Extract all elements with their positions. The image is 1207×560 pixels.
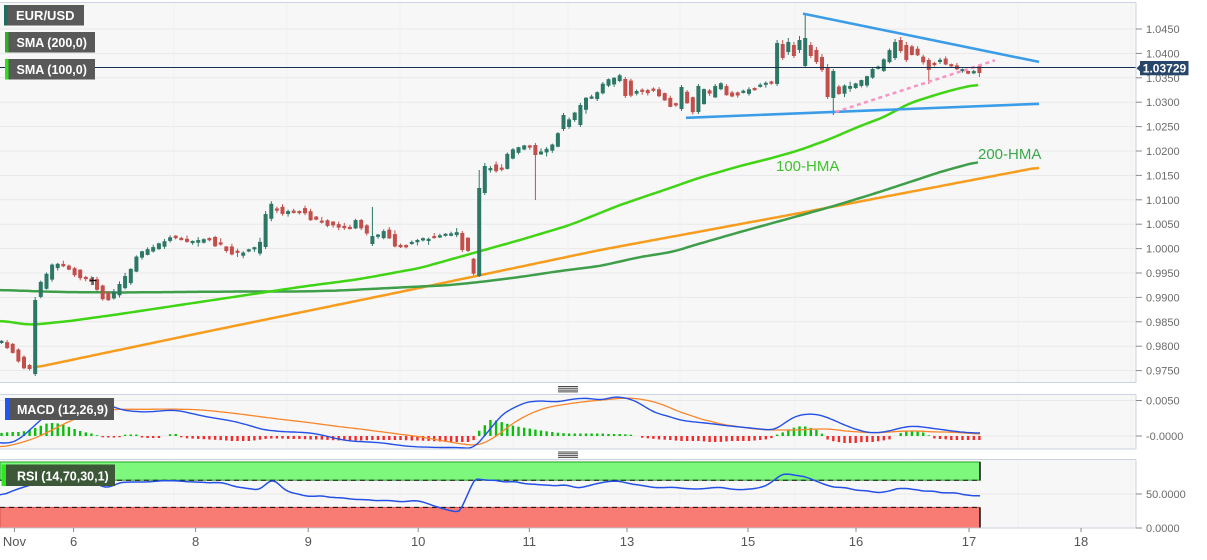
svg-text:10: 10 xyxy=(411,534,425,549)
svg-text:15: 15 xyxy=(741,534,755,549)
svg-text:17: 17 xyxy=(962,534,976,549)
svg-text:1.03729: 1.03729 xyxy=(1143,62,1187,76)
svg-text:RSI (14,70,30,1): RSI (14,70,30,1) xyxy=(17,470,109,484)
svg-text:1.0000: 1.0000 xyxy=(1146,244,1180,256)
svg-text:50.0000: 50.0000 xyxy=(1146,489,1186,501)
svg-text:0.9900: 0.9900 xyxy=(1146,292,1180,304)
svg-text:-0.0000: -0.0000 xyxy=(1146,431,1183,443)
svg-text:6: 6 xyxy=(70,534,77,549)
svg-text:1.0250: 1.0250 xyxy=(1146,122,1180,134)
svg-text:1.0450: 1.0450 xyxy=(1146,24,1180,36)
svg-text:1.0350: 1.0350 xyxy=(1146,73,1180,85)
svg-text:0.9950: 0.9950 xyxy=(1146,268,1180,280)
svg-text:SMA (100,0): SMA (100,0) xyxy=(17,63,87,77)
svg-text:8: 8 xyxy=(192,534,199,549)
svg-text:Nov: Nov xyxy=(3,534,27,549)
svg-text:1.0150: 1.0150 xyxy=(1146,170,1180,182)
svg-text:1.0200: 1.0200 xyxy=(1146,146,1180,158)
svg-text:9: 9 xyxy=(305,534,312,549)
svg-text:1.0050: 1.0050 xyxy=(1146,219,1180,231)
svg-text:13: 13 xyxy=(620,534,634,549)
svg-text:1.0300: 1.0300 xyxy=(1146,97,1180,109)
svg-text:SMA (200,0): SMA (200,0) xyxy=(17,36,87,50)
svg-text:MACD (12,26,9): MACD (12,26,9) xyxy=(17,403,108,417)
svg-text:11: 11 xyxy=(523,534,537,549)
svg-text:0.0050: 0.0050 xyxy=(1146,396,1180,408)
svg-text:0.0000: 0.0000 xyxy=(1146,523,1180,535)
svg-text:0.9800: 0.9800 xyxy=(1146,341,1180,353)
svg-text:200-HMA: 200-HMA xyxy=(978,146,1041,163)
svg-text:1.0400: 1.0400 xyxy=(1146,48,1180,60)
svg-text:0.9750: 0.9750 xyxy=(1146,366,1180,378)
svg-text:EUR/USD: EUR/USD xyxy=(16,8,75,23)
svg-text:16: 16 xyxy=(849,534,863,549)
svg-text:100-HMA: 100-HMA xyxy=(776,158,839,175)
svg-text:18: 18 xyxy=(1074,534,1088,549)
svg-text:1.0100: 1.0100 xyxy=(1146,195,1180,207)
svg-text:0.9850: 0.9850 xyxy=(1146,317,1180,329)
